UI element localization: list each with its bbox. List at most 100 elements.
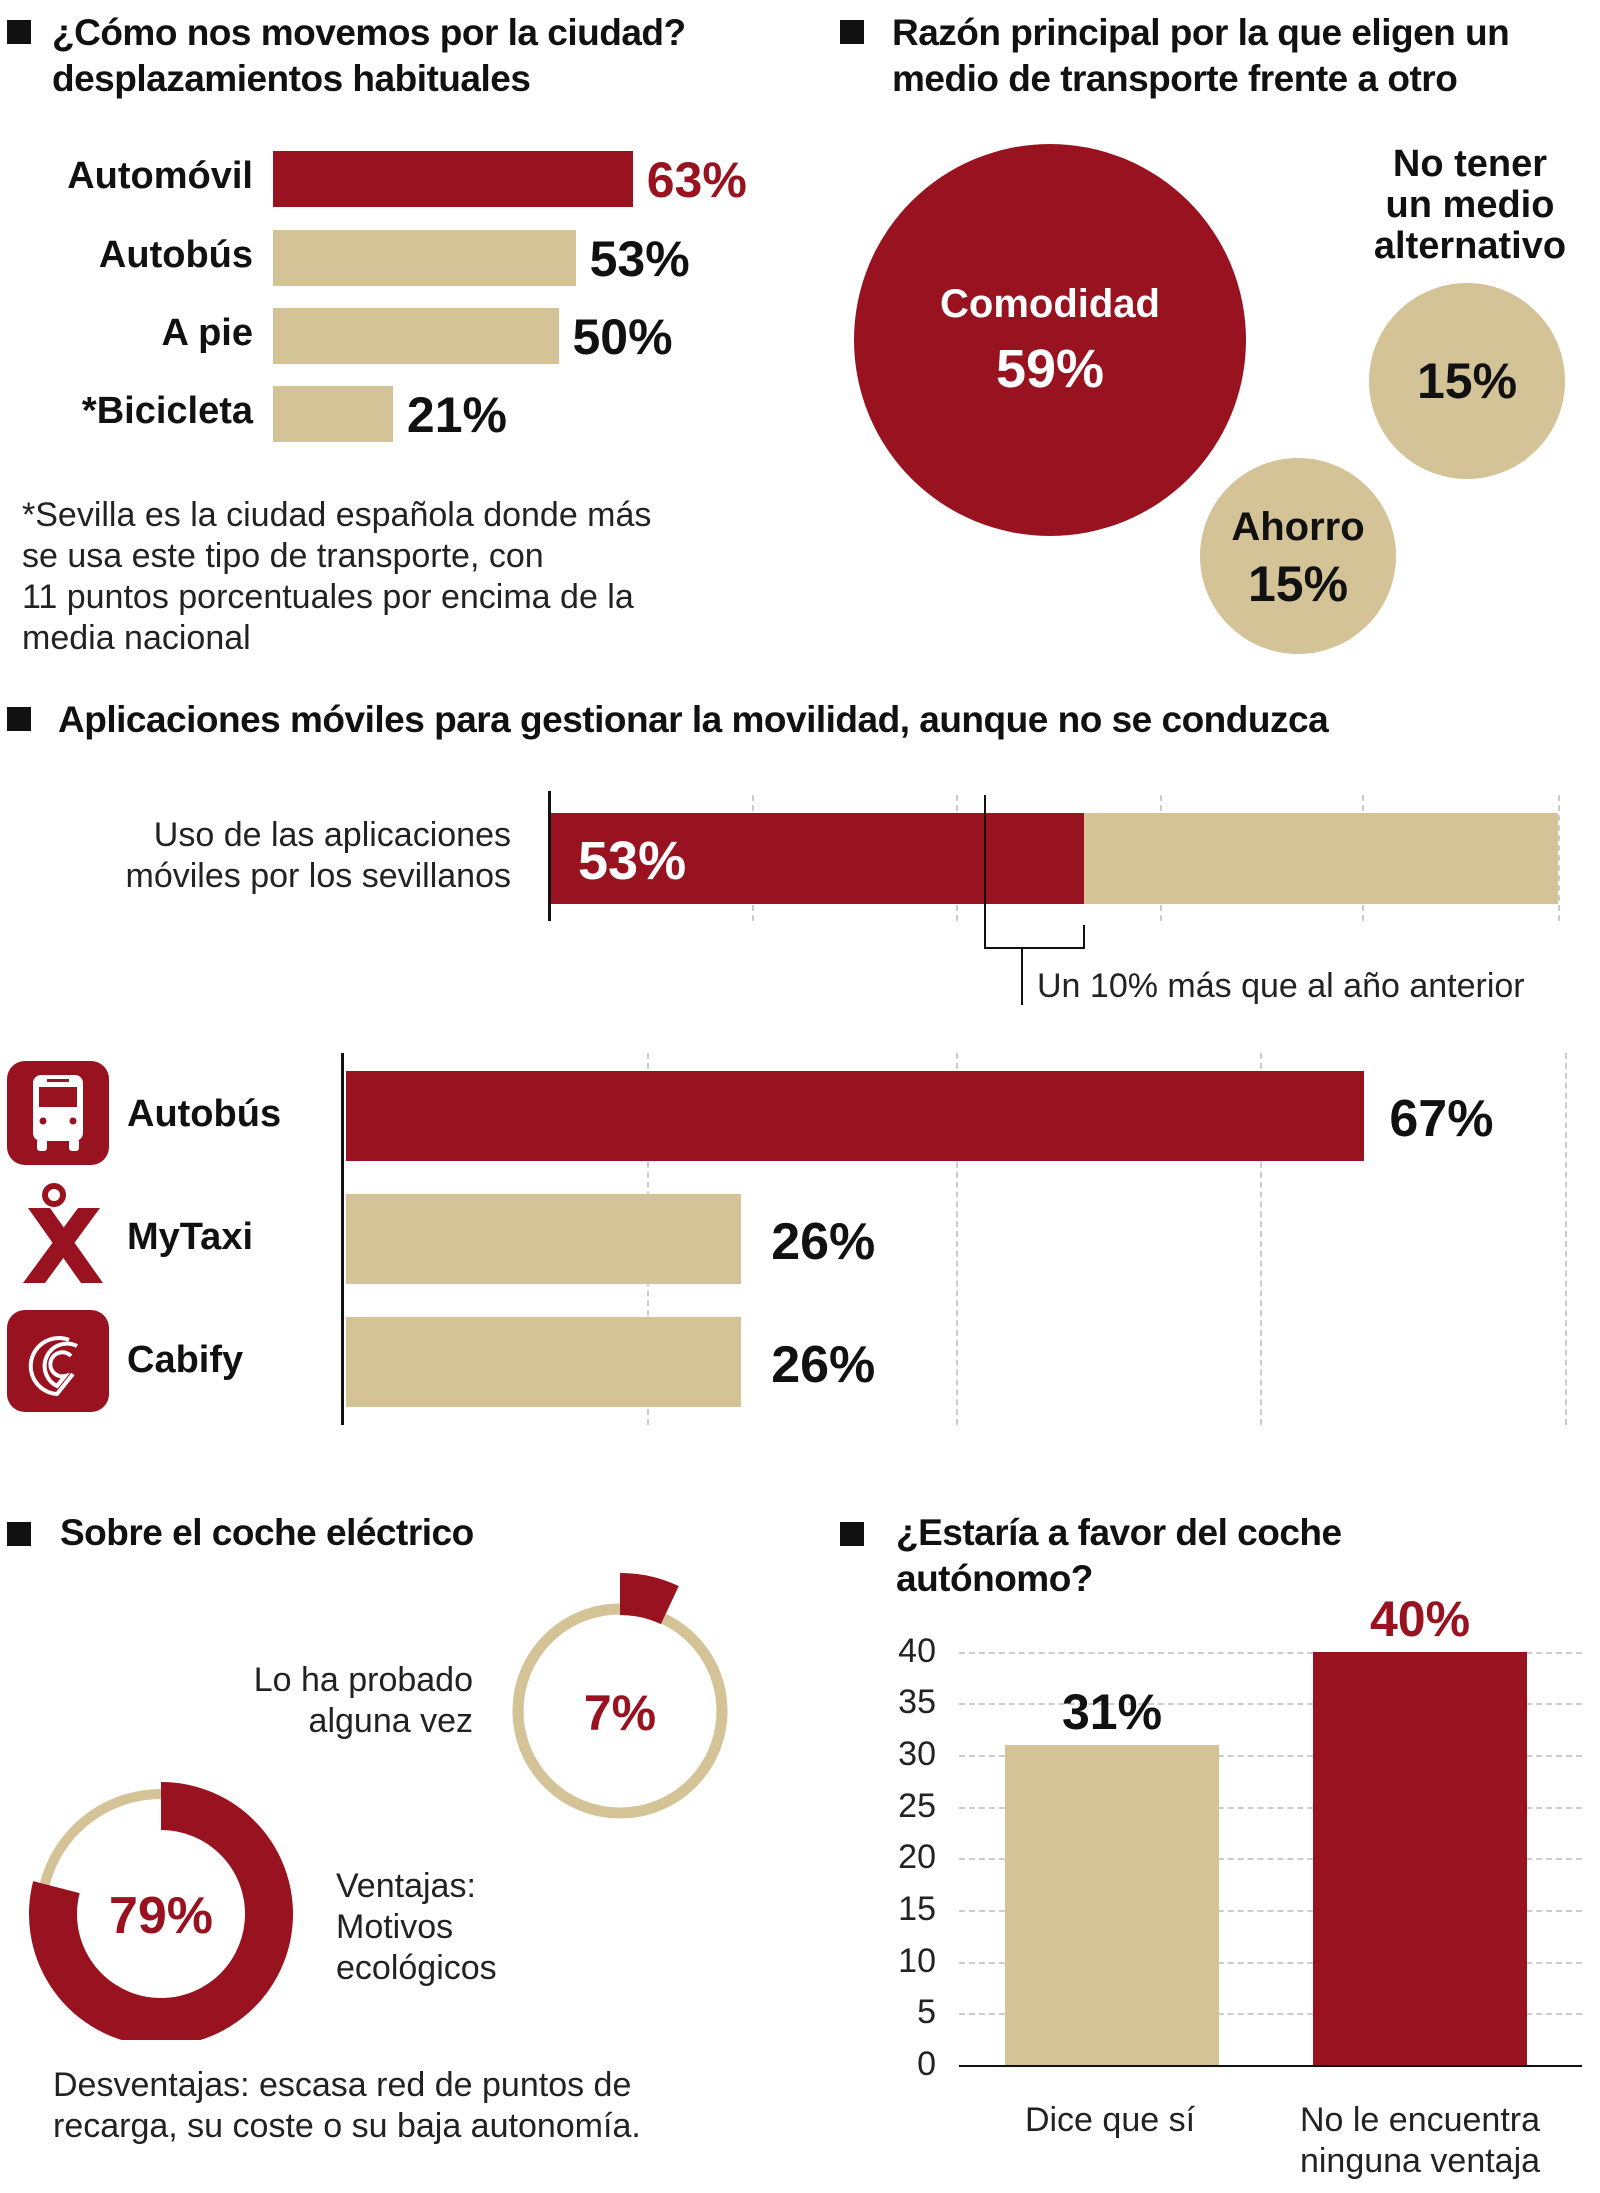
label-line: No le encuentra [1299,2101,1541,2139]
bar-label: MyTaxi [127,1216,254,1258]
gridline [956,1053,958,1425]
value-label: 40% [1369,1590,1471,1647]
apps-usage-label: Uso de las aplicaciones móviles por los … [0,815,512,897]
bar [273,230,576,286]
section-marker [7,1522,31,1546]
gridline [1260,1053,1262,1425]
electric-car-rings: 7% 79% [29,1573,728,2040]
x-axis [959,2065,1582,2067]
section-title: ¿Estaría a favor del coche [896,1512,1342,1553]
bar [346,1071,1365,1161]
bar [550,813,1085,904]
gridline [959,1806,1582,1809]
gridline [959,1858,1582,1861]
y-tick-label: 10 [898,1941,936,1980]
bracket [1083,925,1086,949]
value-label: 26% [771,1336,876,1394]
desventajas-note: Desventajas: escasa red de puntos de rec… [53,2065,641,2147]
label-line: Uso de las aplicaciones [153,816,511,854]
label-line: Lo ha probado [253,1661,473,1699]
ring-value: 7% [584,1685,656,1741]
value-label: 50% [572,309,673,365]
value-label: 53% [578,831,687,891]
value-label: 26% [771,1213,876,1271]
mytaxi-logo-icon [23,1183,103,1283]
section-marker [840,20,864,44]
bar-label: *Bicicleta [81,390,253,432]
bar [273,151,633,207]
bubble-ahorro [1200,458,1396,654]
value-label: 53% [589,231,690,287]
probado-label: Lo ha probado alguna vez [0,1660,473,1742]
gridline [959,1910,1582,1913]
ring-value: 79% [109,1887,213,1945]
gridline [959,2013,1582,2016]
label-line: No tener [1392,143,1548,185]
bubble-alternativo [1369,283,1565,479]
value-label: 21% [406,387,507,443]
section-title: Sobre el coche eléctrico [60,1512,474,1553]
bar [1313,1651,1527,2065]
bar-label: Cabify [127,1339,244,1381]
ventajas-label: Ventajas: Motivos ecológicos [336,1866,497,1989]
bubble-ahorro-label: Ahorro [1231,505,1365,549]
y-tick-label: 40 [898,1631,936,1670]
bus-icon [7,1061,109,1165]
label-line: recarga, su coste o su baja autonomía. [53,2107,641,2145]
bubble-alternativo-value: 15% [1416,353,1518,409]
section-subtitle: medio de transporte frente a otro [892,58,1458,99]
y-tick-label: 15 [898,1890,936,1929]
axis-line [341,1053,344,1425]
bubble-comodidad-value: 59% [995,339,1105,399]
section-marker [7,20,31,44]
bubble-alternativo-label: No tener un medio alternativo [1330,144,1600,267]
cabify-logo-icon [7,1310,109,1412]
value-label: 67% [1389,1090,1494,1148]
bar-label: Autobús [98,234,253,276]
ring-segment [619,1573,679,1625]
value-label: 63% [646,152,747,208]
footnote: *Sevilla es la ciudad española donde más… [22,495,651,659]
label-line: Ventajas: [336,1867,476,1905]
section-marker [7,707,31,731]
gridline [959,1651,1582,1654]
y-tick-label: 25 [898,1786,936,1825]
y-tick-label: 5 [917,1993,936,2032]
gridline [959,1755,1582,1758]
y-tick-label: 0 [917,2045,936,2083]
bar-label: A pie [161,312,254,354]
y-tick-label: 35 [898,1683,936,1722]
label-line: alternativo [1373,225,1567,267]
gridline [1558,795,1560,921]
y-tick-label: 30 [898,1735,936,1774]
label-line: Motivos [336,1908,454,1946]
bracket [984,795,986,949]
label-line: Desventajas: escasa red de puntos de [53,2066,632,2104]
bar [273,386,393,442]
bar-label: Automóvil [67,155,253,197]
bracket [984,947,1085,949]
ring-segment [29,1782,293,2040]
annotation-text: Un 10% más que al año anterior [1037,967,1525,1005]
bubble-ahorro-value: 15% [1247,556,1349,612]
footnote-line: *Sevilla es la ciudad española donde más [22,496,652,534]
x-tick-label: Dice que sí [1024,2101,1196,2139]
bar [346,1317,742,1407]
label-line: alguna vez [308,1702,473,1740]
footnote-line: media nacional [22,619,251,657]
section-title: Aplicaciones móviles para gestionar la m… [58,699,1329,740]
y-tick-label: 20 [898,1838,936,1877]
footnote-line: 11 puntos porcentuales por encima de la [22,578,634,616]
section-subtitle: desplazamientos habituales [52,58,531,99]
label-line: ecológicos [336,1949,497,1987]
label-line: móviles por los sevillanos [125,857,512,895]
axis-line [548,791,551,921]
bracket [1021,949,1023,1005]
section-subtitle: autónomo? [896,1558,1093,1599]
bar [273,308,559,364]
label-line: ninguna ventaja [1299,2142,1541,2180]
bubble-comodidad-label: Comodidad [940,282,1160,326]
bar-label: Autobús [127,1093,282,1135]
bar [1005,1744,1219,2065]
section-title: ¿Cómo nos movemos por la ciudad? [52,12,686,53]
